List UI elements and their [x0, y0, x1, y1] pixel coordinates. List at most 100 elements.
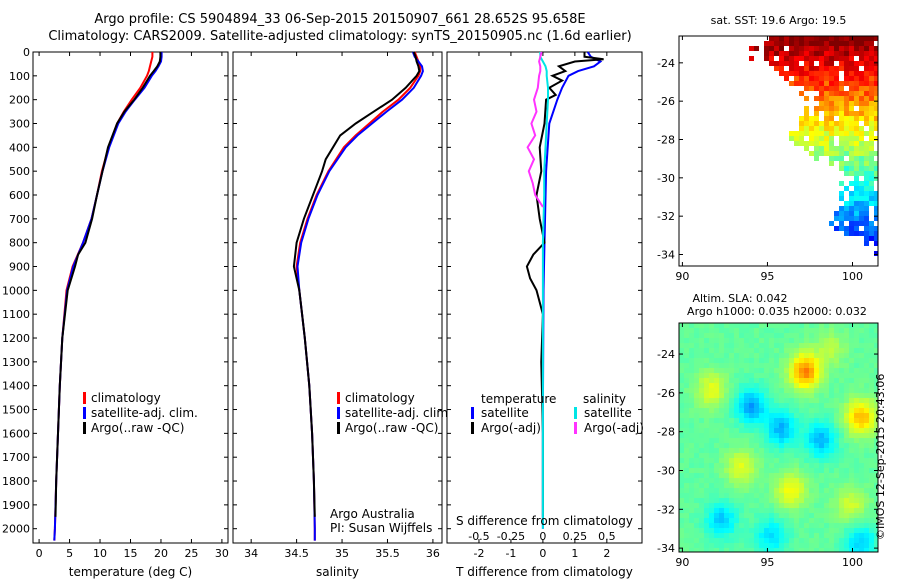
sla-cell	[824, 333, 829, 338]
sst-cell	[814, 71, 819, 76]
sst-cell	[834, 71, 839, 76]
sla-cell	[744, 468, 749, 473]
sla-cell	[819, 418, 824, 423]
sla-cell	[694, 413, 699, 418]
sst-cell	[869, 201, 874, 206]
sla-cell	[769, 333, 774, 338]
sla-cell	[729, 423, 734, 428]
sla-cell	[799, 373, 804, 378]
sla-cell	[784, 423, 789, 428]
sla-cell	[774, 358, 779, 363]
sst-cell	[849, 196, 854, 201]
sst-cell	[779, 66, 784, 71]
sla-cell	[694, 528, 699, 533]
sla-cell	[829, 503, 834, 508]
sla-cell	[809, 433, 814, 438]
sst-cell	[869, 101, 874, 106]
sla-cell	[749, 383, 754, 388]
sla-cell	[799, 393, 804, 398]
sst-cell	[809, 116, 814, 121]
sst-cell	[849, 226, 854, 231]
sla-cell	[829, 343, 834, 348]
sla-cell	[774, 488, 779, 493]
sla-cell	[704, 343, 709, 348]
sla-cell	[774, 483, 779, 488]
sla-cell	[724, 453, 729, 458]
sla-cell	[754, 533, 759, 538]
sla-cell	[724, 518, 729, 523]
sla-cell	[814, 513, 819, 518]
legend-label: Argo(-adj)	[481, 421, 541, 435]
sla-cell	[719, 483, 724, 488]
sst-cell	[874, 91, 878, 96]
sla-cell	[714, 463, 719, 468]
sla-cell	[719, 533, 724, 538]
sla-cell	[769, 403, 774, 408]
sla-cell	[874, 538, 878, 543]
x-tick-label: 5	[66, 547, 73, 560]
sla-cell	[779, 453, 784, 458]
sla-cell	[734, 353, 739, 358]
y-tick-label: 200	[9, 94, 30, 107]
sst-cell	[854, 81, 859, 86]
sla-cell	[859, 343, 864, 348]
sla-cell	[714, 383, 719, 388]
sla-cell	[819, 338, 824, 343]
sla-cell	[779, 343, 784, 348]
sla-cell	[754, 433, 759, 438]
sla-cell	[719, 438, 724, 443]
sla-cell	[809, 538, 814, 543]
sst-cell	[814, 151, 819, 156]
sla-cell	[709, 358, 714, 363]
sla-cell	[704, 423, 709, 428]
sla-cell	[849, 418, 854, 423]
sst-cell	[809, 76, 814, 81]
sla-cell	[764, 358, 769, 363]
sla-cell	[834, 373, 839, 378]
sst-cell	[844, 146, 849, 151]
sla-cell	[829, 333, 834, 338]
sla-cell	[744, 483, 749, 488]
sla-cell	[689, 458, 694, 463]
sla-cell	[704, 383, 709, 388]
sla-cell	[859, 548, 864, 552]
sla-cell	[744, 438, 749, 443]
sla-cell	[854, 443, 859, 448]
sst-cell	[804, 66, 809, 71]
sst-cell	[874, 136, 878, 141]
sla-cell	[774, 438, 779, 443]
sst-cell	[819, 141, 824, 146]
top-tick-label: 0.25	[563, 530, 588, 543]
sla-cell	[749, 473, 754, 478]
sla-cell	[839, 548, 844, 552]
sla-cell	[864, 468, 869, 473]
sla-cell	[714, 443, 719, 448]
sla-cell	[734, 373, 739, 378]
sla-cell	[734, 488, 739, 493]
sla-cell	[824, 508, 829, 513]
sla-cell	[699, 528, 704, 533]
x-tick-label: 90	[675, 270, 689, 283]
sla-cell	[869, 438, 874, 443]
sla-cell	[869, 348, 874, 353]
sla-cell	[799, 458, 804, 463]
sla-cell	[719, 363, 724, 368]
sla-cell	[719, 543, 724, 548]
sla-cell	[794, 488, 799, 493]
sla-cell	[759, 403, 764, 408]
sla-cell	[774, 493, 779, 498]
sst-cell	[849, 141, 854, 146]
sla-cell	[854, 373, 859, 378]
sla-cell	[794, 343, 799, 348]
sla-cell	[744, 508, 749, 513]
sla-cell	[849, 528, 854, 533]
sla-cell	[844, 543, 849, 548]
sla-cell	[864, 518, 869, 523]
sla-cell	[679, 418, 684, 423]
sla-cell	[824, 413, 829, 418]
sla-cell	[839, 523, 844, 528]
sla-cell	[859, 428, 864, 433]
x-tick-label: 25	[184, 547, 198, 560]
sla-map-title: Altim. SLA: 0.042	[692, 292, 787, 305]
sla-cell	[804, 333, 809, 338]
